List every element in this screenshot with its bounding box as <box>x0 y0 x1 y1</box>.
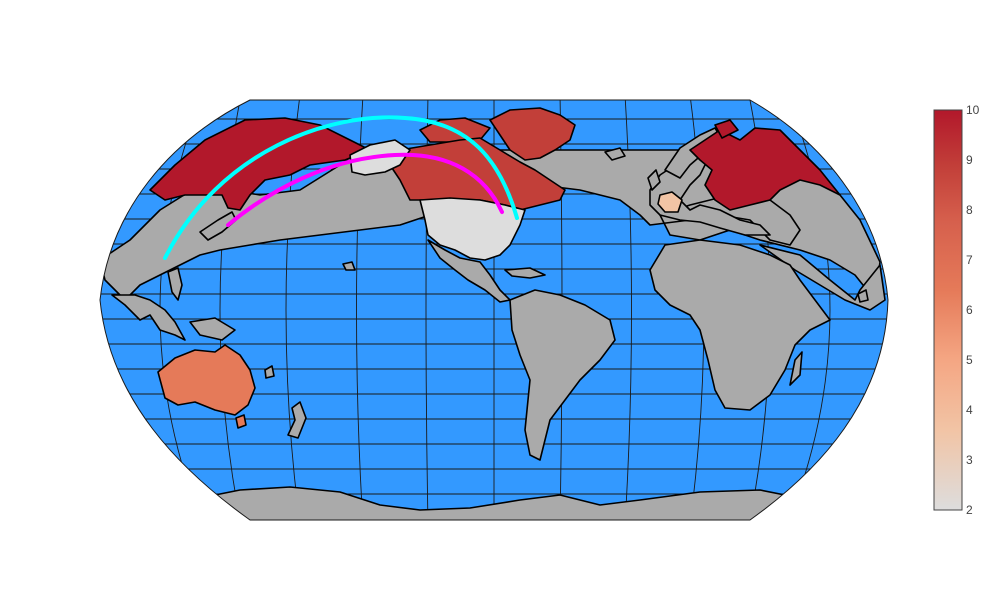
colorbar-gradient <box>933 109 963 511</box>
hawaii <box>342 261 356 271</box>
colorbar: 2 3 4 5 6 7 8 9 10 <box>933 103 980 517</box>
russia <box>689 127 841 211</box>
greenland <box>489 107 576 161</box>
route-line-cyan <box>163 115 519 260</box>
south-america <box>509 289 616 461</box>
colorbar-tick-label: 4 <box>966 403 973 417</box>
route-line-magenta <box>226 152 504 227</box>
caribbean <box>504 267 546 279</box>
colorbar-tick-label: 6 <box>966 303 973 317</box>
new-zealand <box>287 401 307 439</box>
france <box>657 191 683 213</box>
madagascar <box>789 351 803 386</box>
colorbar-tick-label: 7 <box>966 253 973 267</box>
colorbar-tick-label: 5 <box>966 353 973 367</box>
colorbar-tick-label: 9 <box>966 153 973 167</box>
iceland <box>604 147 626 161</box>
novaya-zemlya <box>714 119 739 139</box>
philippines <box>167 267 183 301</box>
pacific-islands <box>264 365 275 379</box>
sri-lanka <box>857 289 869 303</box>
tasmania <box>235 414 247 429</box>
middle-east <box>759 244 886 311</box>
map-frame <box>99 99 889 521</box>
colorbar-tick-label: 8 <box>966 203 973 217</box>
uk <box>647 169 661 191</box>
australia <box>157 344 256 416</box>
new-guinea <box>189 317 236 341</box>
usa <box>419 197 526 261</box>
colorbar-tick-label: 2 <box>966 503 973 517</box>
colorbar-tick-label: 3 <box>966 453 973 467</box>
africa <box>649 239 831 411</box>
colorbar-ticks: 2 3 4 5 6 7 8 9 10 <box>966 103 980 517</box>
southeast-asia-islands <box>111 294 186 341</box>
colorbar-tick-label: 10 <box>966 103 980 117</box>
